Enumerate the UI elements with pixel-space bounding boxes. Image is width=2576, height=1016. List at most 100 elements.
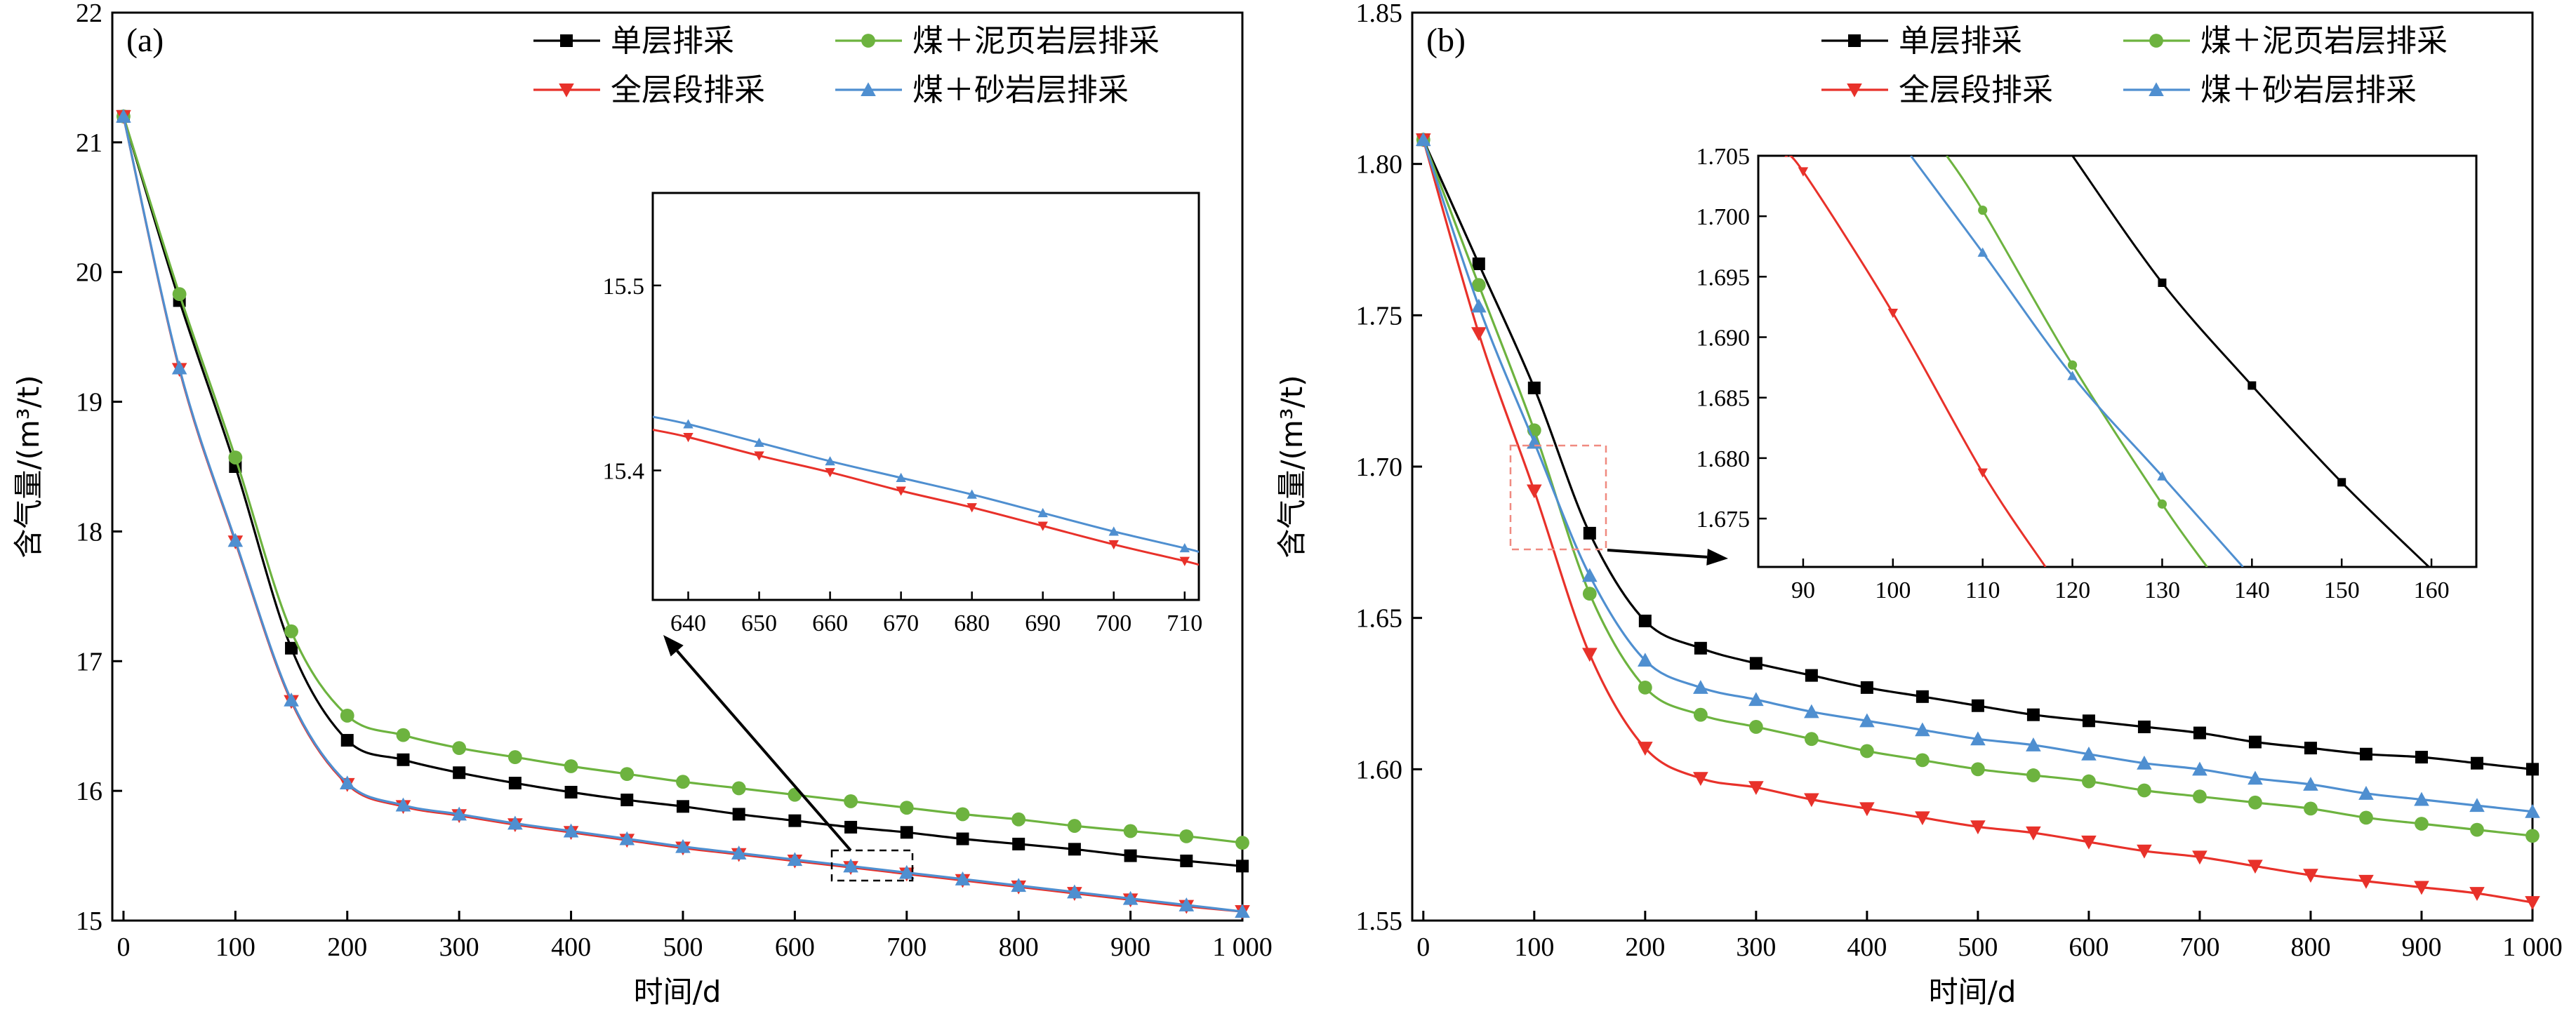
- data-point: [2469, 798, 2485, 813]
- data-point: [1011, 878, 1026, 893]
- inset-x-tick-label: 690: [1025, 610, 1061, 636]
- x-tick-label: 700: [887, 933, 927, 962]
- x-tick-label: 400: [551, 933, 591, 962]
- inset-data-point: [1798, 167, 1809, 177]
- inset-data-point: [1037, 521, 1048, 531]
- y-tick-label: 15: [76, 907, 102, 936]
- data-point: [1416, 132, 1431, 147]
- data-point: [1749, 657, 1762, 670]
- data-point: [1236, 860, 1249, 873]
- data-point: [1124, 849, 1137, 862]
- data-point: [955, 871, 971, 885]
- y-tick-label: 16: [76, 777, 102, 806]
- data-point: [787, 852, 803, 867]
- data-point: [1471, 278, 1486, 293]
- data-point: [675, 838, 691, 853]
- data-point: [1915, 722, 1930, 737]
- x-axis-title: 时间/d: [1929, 975, 2017, 1009]
- data-point: [1693, 680, 1708, 694]
- data-point: [1582, 648, 1598, 662]
- data-point: [285, 641, 298, 655]
- data-point: [1527, 434, 1542, 449]
- data-point: [564, 785, 578, 798]
- data-point: [1971, 762, 1985, 777]
- data-point: [2082, 714, 2095, 728]
- inset-data-point: [2067, 370, 2078, 380]
- data-point: [228, 450, 243, 464]
- data-point: [1860, 681, 1873, 694]
- data-point: [2248, 735, 2262, 749]
- x-tick-label: 200: [1625, 933, 1665, 962]
- inset-data-point: [683, 419, 693, 429]
- series-line: [122, 116, 1243, 867]
- data-point: [1748, 781, 1764, 796]
- data-point: [2026, 768, 2040, 782]
- data-point: [453, 766, 466, 780]
- data-point: [1805, 669, 1818, 682]
- data-point: [2359, 810, 2373, 825]
- data-point: [1123, 824, 1138, 838]
- chart-panel-a: 0 100 200 300 400 500 600 700 800 900 1 000 15 16 17 1…: [11, 0, 1273, 1009]
- data-point: [340, 709, 354, 723]
- zoom-arrow-line: [1607, 549, 1708, 559]
- inset-x-tick-label: 90: [1791, 577, 1815, 603]
- inset-series: [1784, 156, 2431, 567]
- data-point: [563, 823, 579, 838]
- data-point: [2137, 844, 2152, 859]
- data-point: [1970, 731, 1986, 746]
- legend-label: 全层段排采: [611, 72, 765, 108]
- inset-data-point: [2337, 478, 2346, 487]
- data-point: [2525, 896, 2540, 910]
- data-point: [676, 775, 690, 789]
- data-point: [451, 806, 467, 821]
- x-tick-label: 800: [2290, 933, 2330, 962]
- data-point: [1011, 812, 1026, 827]
- data-point: [900, 826, 913, 839]
- data-point: [1638, 742, 1653, 756]
- data-point: [1235, 836, 1249, 850]
- data-point: [2137, 783, 2151, 798]
- inset-x-tick-label: 640: [670, 610, 706, 636]
- inset-x-tick-label: 660: [812, 610, 848, 636]
- inset-x-tick-label: 150: [2324, 577, 2360, 603]
- data-point: [1915, 753, 1930, 768]
- data-point: [899, 801, 914, 815]
- data-point: [1859, 744, 1874, 758]
- data-point: [2137, 720, 2151, 733]
- inset-data-point: [1108, 526, 1119, 536]
- data-point: [397, 753, 410, 766]
- data-point: [2470, 822, 2484, 837]
- data-point: [2248, 770, 2263, 785]
- data-point: [564, 759, 578, 773]
- y-tick-label: 18: [76, 517, 102, 547]
- legend-label: 单层排采: [611, 23, 734, 59]
- data-point: [2193, 789, 2207, 804]
- x-tick-label: 600: [2069, 933, 2109, 962]
- data-point: [1693, 772, 1708, 787]
- inset-y-tick-label: 15.5: [603, 274, 645, 300]
- y-tick-label: 1.65: [1356, 604, 1403, 634]
- inset-series-line: [653, 415, 1199, 553]
- data-point: [731, 781, 746, 796]
- data-point: [396, 728, 411, 742]
- data-point: [2358, 786, 2374, 800]
- data-point: [1471, 327, 1487, 342]
- x-tick-label: 900: [2401, 933, 2441, 962]
- series-4: [116, 109, 1250, 918]
- x-tick-label: 300: [1736, 933, 1776, 962]
- data-point: [2359, 747, 2372, 761]
- data-point: [2192, 761, 2207, 776]
- inset-x-tick-label: 670: [883, 610, 919, 636]
- data-point: [955, 807, 970, 822]
- data-point: [116, 109, 131, 123]
- panel-label: (b): [1426, 22, 1466, 59]
- inset-y-tick-label: 1.695: [1697, 265, 1751, 290]
- data-point: [1638, 680, 1652, 695]
- inset-panel: 640 650 660 670 680 690 700 710 15.4 15.5: [603, 192, 1202, 636]
- data-point: [2081, 835, 2097, 850]
- inset-data-point: [1978, 205, 1988, 215]
- x-tick-label: 900: [1110, 933, 1150, 962]
- data-point: [508, 777, 522, 790]
